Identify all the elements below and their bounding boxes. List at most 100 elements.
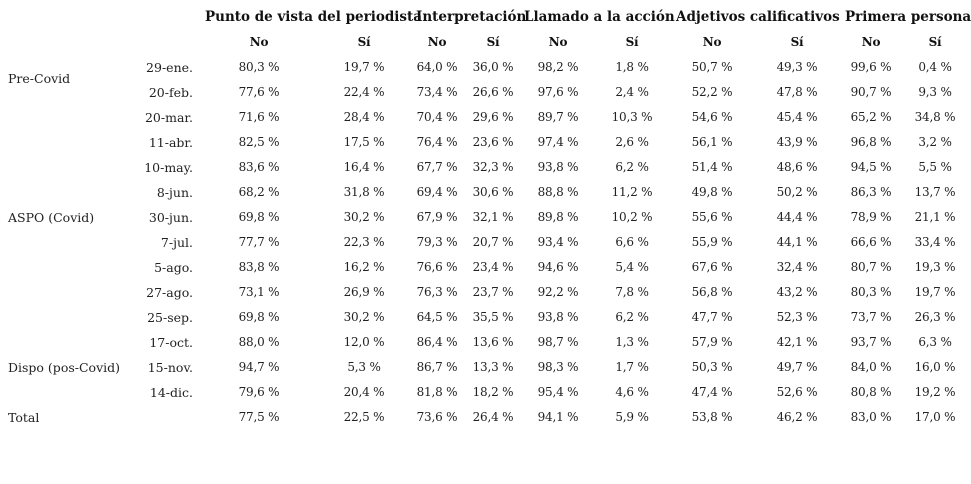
table-cell: 69,8 %: [238, 210, 280, 224]
table-cell: 22,3 %: [343, 235, 385, 249]
table-cell: 26,6 %: [472, 85, 514, 99]
table-cell: 4,6 %: [615, 385, 649, 399]
table-cell: 17,0 %: [914, 410, 956, 424]
table-cell: 49,3 %: [776, 60, 818, 74]
table-cell: 86,4 %: [416, 335, 458, 349]
table-cell: 77,7 %: [238, 235, 280, 249]
table-cell: 55,9 %: [691, 235, 733, 249]
table-cell: 29,6 %: [472, 110, 514, 124]
table-row: 25-sep. 69,8 % 30,2 % 64,5 % 35,5 % 93,8 % 6,2…: [0, 305, 971, 330]
subheader-si: Sí: [357, 35, 371, 49]
table-cell: 50,3 %: [691, 360, 733, 374]
group-header-llamado-accion: Llamado a la acción: [524, 9, 675, 25]
table-cell: 76,4 %: [416, 135, 458, 149]
table-cell: 16,4 %: [343, 160, 385, 174]
table-row: 14-dic. 79,6 % 20,4 % 81,8 % 18,2 % 95,4 % 4,6…: [0, 380, 971, 405]
table-cell: 6,2 %: [615, 160, 649, 174]
table-cell: 20,4 %: [343, 385, 385, 399]
table-cell: 89,7 %: [537, 110, 579, 124]
row-date: 10-may.: [144, 160, 193, 175]
group-header-row: Punto de vista del periodista Interpreta…: [0, 5, 971, 30]
table-cell: 96,8 %: [850, 135, 892, 149]
group-header-adjetivos: Adjetivos calificativos: [676, 9, 840, 25]
table-cell: 73,1 %: [238, 285, 280, 299]
table-cell: 1,8 %: [615, 60, 649, 74]
table-cell: 67,9 %: [416, 210, 458, 224]
table-cell: 80,7 %: [850, 260, 892, 274]
table-cell: 10,2 %: [611, 210, 653, 224]
table-cell: 55,6 %: [691, 210, 733, 224]
table-cell: 73,4 %: [416, 85, 458, 99]
table-row: 11-abr. 82,5 % 17,5 % 76,4 % 23,6 % 97,4 % 2,6…: [0, 130, 971, 155]
table-cell: 44,1 %: [776, 235, 818, 249]
row-date: 11-abr.: [148, 135, 193, 150]
table-cell: 57,9 %: [691, 335, 733, 349]
table-cell: 95,4 %: [537, 385, 579, 399]
table-cell: 94,7 %: [238, 360, 280, 374]
subheader-no: No: [861, 35, 881, 49]
table-cell: 49,7 %: [776, 360, 818, 374]
table-cell: 54,6 %: [691, 110, 733, 124]
table-cell: 79,3 %: [416, 235, 458, 249]
row-period-label: Dispo (pos-Covid): [8, 360, 121, 375]
table-cell: 67,7 %: [416, 160, 458, 174]
table-cell: 99,6 %: [850, 60, 892, 74]
table-cell: 42,1 %: [776, 335, 818, 349]
table-cell: 26,3 %: [914, 310, 956, 324]
table-cell: 65,2 %: [850, 110, 892, 124]
table-row: 8-jun. 68,2 % 31,8 % 69,4 % 30,6 % 88,8 % 11,2…: [0, 180, 971, 205]
table-row: Total 77,5 % 22,5 % 73,6 % 26,4 % 94,1 % 5,9 %…: [0, 405, 971, 430]
table-cell: 2,4 %: [615, 85, 649, 99]
table-cell: 19,2 %: [914, 385, 956, 399]
row-date: 8-jun.: [156, 185, 193, 200]
period-label-aspo: ASPO (Covid): [8, 210, 95, 225]
table-cell: 68,2 %: [238, 185, 280, 199]
row-period-label: Total: [8, 410, 40, 425]
table-cell: 32,4 %: [776, 260, 818, 274]
table-cell: 80,8 %: [850, 385, 892, 399]
table-cell: 83,8 %: [238, 260, 280, 274]
row-date: 7-jul.: [160, 235, 193, 250]
table-cell: 98,7 %: [537, 335, 579, 349]
subheader-si: Sí: [486, 35, 500, 49]
table-cell: 1,3 %: [615, 335, 649, 349]
table-cell: 84,0 %: [850, 360, 892, 374]
table-cell: 26,9 %: [343, 285, 385, 299]
table-cell: 64,0 %: [416, 60, 458, 74]
table-cell: 23,6 %: [472, 135, 514, 149]
table-cell: 45,4 %: [776, 110, 818, 124]
table-cell: 93,8 %: [537, 310, 579, 324]
table-cell: 9,3 %: [918, 85, 952, 99]
table-cell: 73,7 %: [850, 310, 892, 324]
table-cell: 30,2 %: [343, 210, 385, 224]
table-cell: 21,1 %: [914, 210, 956, 224]
table-cell: 11,2 %: [611, 185, 653, 199]
table-cell: 56,8 %: [691, 285, 733, 299]
table-cell: 93,8 %: [537, 160, 579, 174]
group-header-primera-persona: Primera persona: [845, 9, 971, 25]
table-cell: 5,4 %: [615, 260, 649, 274]
table-cell: 70,4 %: [416, 110, 458, 124]
table-cell: 80,3 %: [238, 60, 280, 74]
table-cell: 1,7 %: [615, 360, 649, 374]
table-cell: 13,3 %: [472, 360, 514, 374]
table-cell: 34,8 %: [914, 110, 956, 124]
row-date: 29-ene.: [146, 60, 193, 75]
table-cell: 51,4 %: [691, 160, 733, 174]
row-date: 15-nov.: [147, 360, 193, 375]
table-cell: 22,4 %: [343, 85, 385, 99]
table-cell: 97,6 %: [537, 85, 579, 99]
table-cell: 98,3 %: [537, 360, 579, 374]
subheader-si: Sí: [790, 35, 804, 49]
table-cell: 52,2 %: [691, 85, 733, 99]
table-cell: 71,6 %: [238, 110, 280, 124]
table-cell: 7,8 %: [615, 285, 649, 299]
table-row: 27-ago. 73,1 % 26,9 % 76,3 % 23,7 % 92,2 % 7,8…: [0, 280, 971, 305]
table-cell: 52,6 %: [776, 385, 818, 399]
table-cell: 16,0 %: [914, 360, 956, 374]
row-date: 20-feb.: [148, 85, 193, 100]
table-cell: 6,6 %: [615, 235, 649, 249]
table-cell: 19,7 %: [343, 60, 385, 74]
table-cell: 78,9 %: [850, 210, 892, 224]
table-cell: 97,4 %: [537, 135, 579, 149]
